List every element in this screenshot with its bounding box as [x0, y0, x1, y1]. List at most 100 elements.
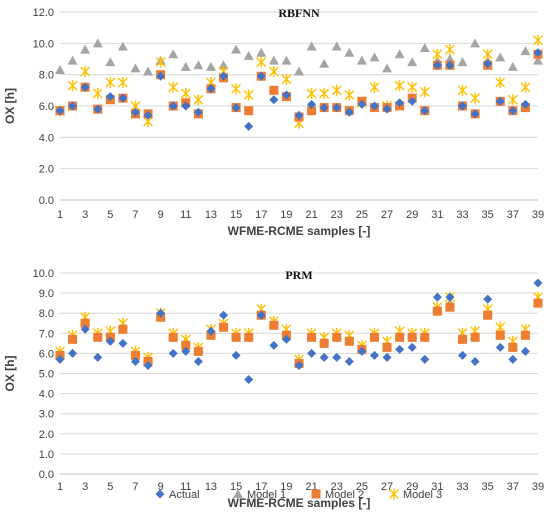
data-point: [331, 41, 342, 51]
data-point: [93, 104, 103, 114]
x-tick-label: 9: [158, 209, 164, 221]
data-point: [168, 332, 178, 342]
data-point: [92, 38, 103, 48]
data-point: [256, 47, 267, 57]
data-point: [80, 66, 91, 78]
x-tick-label: 11: [180, 481, 191, 493]
legend-label: Model 1: [247, 489, 286, 501]
data-point: [369, 101, 379, 111]
x-tick-label: 11: [180, 209, 191, 221]
data-point: [369, 350, 379, 360]
data-point: [319, 103, 329, 113]
data-point: [507, 94, 518, 106]
data-point: [508, 354, 518, 364]
data-point: [483, 59, 493, 69]
data-point: [67, 55, 78, 65]
data-point: [432, 292, 442, 302]
data-point: [168, 101, 178, 111]
series-model-3: [55, 34, 543, 129]
data-point: [432, 306, 442, 316]
data-point: [344, 89, 355, 101]
data-point: [168, 49, 179, 59]
data-point: [520, 99, 530, 109]
data-point: [419, 43, 430, 53]
data-point: [281, 73, 292, 85]
data-point: [256, 310, 266, 320]
legend-marker: [311, 489, 321, 499]
data-point: [193, 94, 204, 106]
data-point: [382, 63, 393, 73]
data-point: [181, 340, 191, 350]
data-point: [206, 326, 216, 336]
data-point: [118, 93, 128, 103]
data-point: [180, 87, 191, 99]
data-point: [394, 80, 405, 92]
data-point: [193, 60, 204, 70]
data-point: [55, 354, 65, 364]
data-point: [231, 103, 241, 113]
legend-label: Actual: [169, 489, 200, 501]
y-tick-label: 6.0: [39, 101, 54, 113]
data-point: [105, 336, 115, 346]
chart-title: PRM: [285, 268, 312, 282]
y-tick-label: 4.0: [39, 132, 54, 144]
x-tick-label: 37: [507, 481, 519, 493]
data-point: [306, 87, 317, 99]
x-tick-label: 29: [406, 209, 418, 221]
x-tick-label: 23: [331, 209, 343, 221]
data-point: [457, 57, 468, 67]
data-point: [231, 44, 242, 54]
data-point: [181, 346, 191, 356]
data-point: [332, 332, 342, 342]
legend-label: Model 3: [403, 489, 442, 501]
data-point: [470, 38, 481, 48]
x-tick-label: 19: [280, 209, 292, 221]
data-point: [268, 66, 279, 78]
data-point: [256, 71, 266, 81]
series-actual: [55, 48, 543, 131]
series-model-2: [55, 49, 543, 122]
chart-prm: 0.01.02.03.04.05.06.07.08.09.010.01 3 5 7 9 1…: [3, 268, 544, 510]
legend-item-model-1: Model 1: [233, 489, 286, 501]
data-point: [533, 55, 543, 65]
data-point: [420, 332, 430, 342]
x-tick-label: 23: [331, 481, 343, 493]
data-point: [80, 82, 90, 92]
data-point: [382, 342, 392, 352]
data-point: [130, 350, 140, 360]
data-point: [55, 64, 65, 74]
x-tick-label: 1: [57, 481, 63, 493]
data-point: [432, 48, 443, 60]
data-point: [155, 56, 166, 68]
y-tick-label: 5.0: [39, 369, 54, 381]
data-point: [495, 52, 506, 62]
data-point: [457, 84, 468, 96]
x-axis-title: WFME-RCME samples [-]: [228, 496, 371, 510]
x-tick-label: 29: [406, 481, 418, 493]
data-point: [67, 80, 78, 92]
y-tick-label: 10.0: [33, 268, 54, 280]
data-point: [319, 338, 329, 348]
data-point: [533, 298, 543, 308]
y-tick-label: 2.0: [39, 429, 54, 441]
data-point: [219, 71, 229, 81]
data-point: [319, 58, 330, 68]
data-point: [332, 103, 342, 113]
data-point: [105, 92, 115, 102]
x-tick-label: 27: [381, 209, 393, 221]
data-point: [243, 50, 254, 60]
y-tick-label: 3.0: [39, 409, 54, 421]
x-tick-label: 35: [482, 481, 494, 493]
data-point: [382, 352, 392, 362]
data-point: [168, 348, 178, 358]
data-point: [394, 49, 405, 59]
data-point: [117, 77, 128, 88]
data-point: [93, 332, 103, 342]
data-point: [180, 61, 191, 71]
legend-item-model-2: Model 2: [311, 489, 364, 501]
x-tick-label: 31: [431, 209, 443, 221]
data-point: [470, 92, 481, 104]
data-point: [193, 107, 203, 117]
data-point: [369, 332, 379, 342]
